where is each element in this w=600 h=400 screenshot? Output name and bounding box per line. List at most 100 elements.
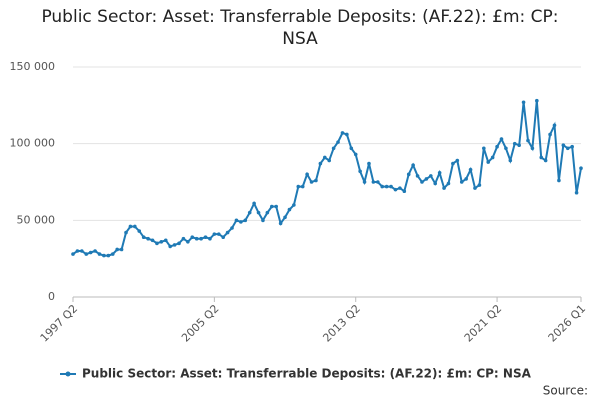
point [490,155,495,160]
point [526,138,530,143]
x-tick-label: 2021 Q2 [462,302,505,345]
point [521,100,526,105]
point [186,240,190,244]
point [464,177,468,181]
point [539,155,544,160]
point [376,180,380,184]
x-tick-label: 1997 Q2 [38,302,81,345]
point [353,152,358,157]
point [579,166,583,170]
point [495,144,499,149]
point [155,241,159,246]
point [194,236,199,241]
point [97,252,102,256]
x-tick-label: 2005 Q2 [179,302,222,345]
point [287,207,292,212]
point [398,186,402,190]
point [415,174,420,178]
chart-title: Public Sector: Asset: Transferrable Depo… [41,7,559,49]
point [199,236,203,241]
point [535,98,539,103]
point [486,160,491,164]
point [296,184,301,189]
y-tick-label: 50 000 [17,213,56,226]
point [482,146,486,151]
point [261,218,265,223]
point [429,174,433,178]
point [252,201,256,206]
point [499,137,504,141]
point [243,218,248,223]
point [278,221,283,226]
point [371,180,376,184]
source: Source: [543,384,588,398]
point [141,235,146,239]
x-tick-label: 2013 Q2 [320,302,363,345]
point [530,146,535,151]
point [256,210,261,215]
point [230,226,234,230]
point [80,249,84,253]
point [557,178,561,183]
point [265,210,270,215]
point [437,171,442,175]
series-line [72,100,582,257]
point [234,218,239,223]
point [300,184,305,189]
point [212,232,217,236]
point [406,172,411,177]
point [420,180,424,184]
point [239,220,243,224]
y-tick-label: 100 000 [10,137,56,150]
point [442,186,446,190]
point [292,203,296,207]
y-tick-label: 150 000 [10,60,56,73]
point [177,241,181,246]
point [84,252,89,256]
point [119,247,124,252]
point [110,252,115,256]
point [150,238,155,243]
point [473,186,477,190]
point [451,161,455,166]
point [543,158,548,163]
point [322,155,327,160]
point [124,230,128,235]
point [75,249,80,253]
point [318,161,323,166]
point [203,235,208,239]
y-tick-label: 0 [48,290,55,303]
point [216,232,221,236]
point [305,172,309,177]
point [269,204,274,209]
point [163,238,168,243]
point [504,146,508,151]
point [508,158,513,163]
point [459,180,464,184]
point [88,250,93,255]
point [512,141,517,146]
point [247,210,252,215]
point [172,243,177,247]
point [424,177,429,181]
point [181,236,186,241]
point [358,169,362,174]
x-tick-label: 2026 Q1 [546,302,589,345]
point [336,140,340,144]
legend-label: Public Sector: Asset: Transferrable Depo… [82,367,532,381]
point [331,146,336,151]
point [411,163,415,167]
point [137,229,142,233]
point [133,224,137,229]
point [168,244,172,249]
point [159,240,164,244]
point [455,158,460,163]
point [106,253,111,258]
point [468,167,473,172]
point [477,183,482,187]
point [393,187,398,192]
point [384,184,389,189]
point [71,252,75,256]
